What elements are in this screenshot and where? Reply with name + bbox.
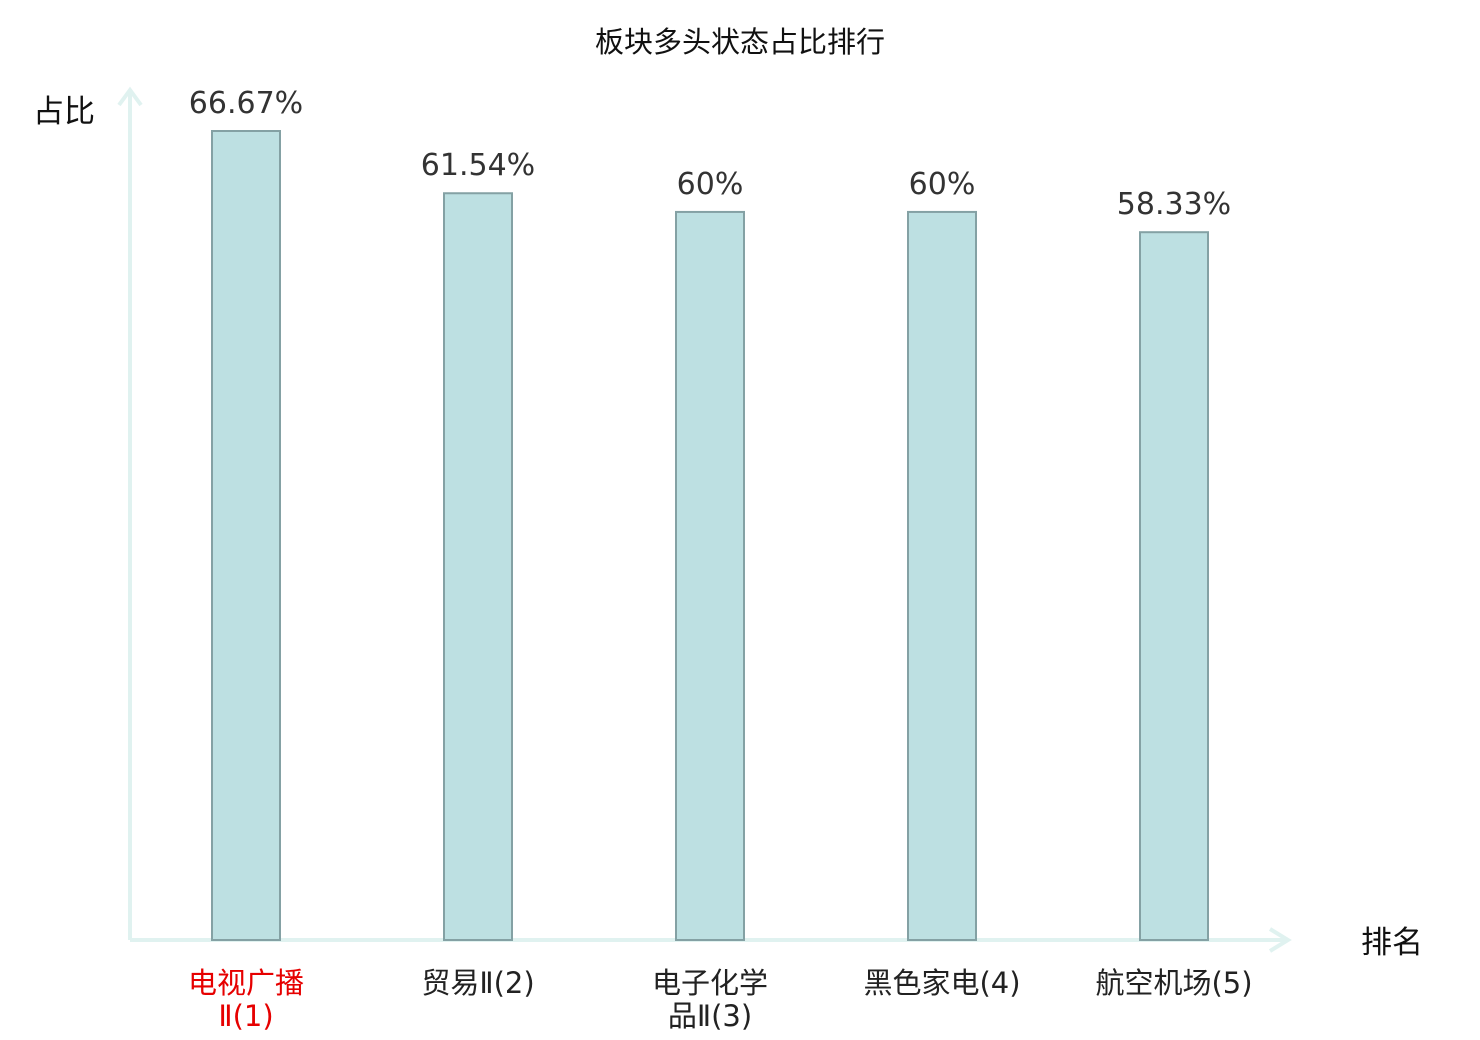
y-axis-arrow <box>117 86 143 107</box>
category-label: Ⅱ(1) <box>218 999 273 1033</box>
x-axis-title: 排名 <box>1361 925 1423 961</box>
chart-title: 板块多头状态占比排行 <box>595 25 885 59</box>
bar <box>1139 231 1209 941</box>
value-label: 66.67% <box>189 86 303 121</box>
x-axis-arrow <box>1268 927 1292 953</box>
value-label: 60% <box>677 167 744 202</box>
value-label: 61.54% <box>421 148 535 183</box>
bar <box>443 192 513 941</box>
category-label: 航空机场(5) <box>1095 966 1252 1000</box>
category-label: 贸易Ⅱ(2) <box>421 966 534 1000</box>
category-label: 电视广播 <box>188 966 304 1000</box>
value-label: 60% <box>909 167 976 202</box>
bar <box>907 210 977 941</box>
y-axis-title: 占比 <box>33 94 95 130</box>
category-label: 品Ⅱ(3) <box>668 999 752 1033</box>
category-label: 黑色家电(4) <box>863 966 1020 1000</box>
bar <box>675 210 745 941</box>
value-labels: 66.67% 61.54% 60% 60% 58.33% <box>189 86 1231 222</box>
value-label: 58.33% <box>1117 187 1231 222</box>
bar-series <box>211 130 1209 941</box>
category-label: 电子化学 <box>652 966 768 1000</box>
bar <box>211 130 281 941</box>
